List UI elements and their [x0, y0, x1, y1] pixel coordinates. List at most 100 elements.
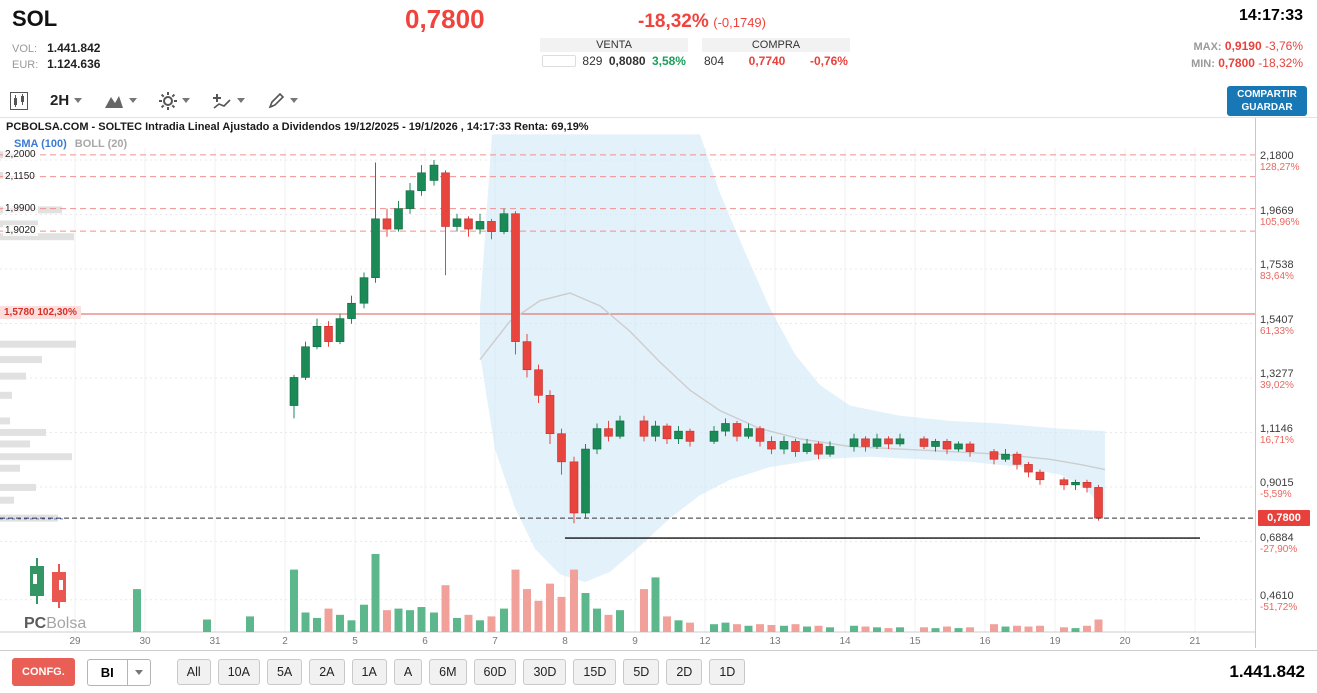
eur-row: EUR: 1.124.636: [12, 57, 100, 71]
svg-text:7: 7: [492, 636, 498, 647]
pcbolsa-logo-text: PCBolsa: [24, 615, 86, 633]
quote-time: 14:17:33: [1238, 7, 1303, 24]
price-axis-label: 0,9015 -5,59%: [1260, 477, 1294, 501]
chart-style-button[interactable]: [10, 91, 28, 110]
compra-count: 804: [704, 54, 725, 68]
svg-text:5: 5: [352, 636, 358, 647]
chevron-down-icon: [237, 98, 246, 103]
max-label: MAX:: [1193, 41, 1222, 53]
chart-area: 29 30 31 2 5 6 7 8 9 12 13 14 15 16 19 20 21 PCBOLSA.COM…: [0, 118, 1317, 650]
timeframe-selector[interactable]: 2H: [50, 92, 83, 109]
venta-count: 829: [582, 54, 603, 68]
min-label: MIN:: [1191, 58, 1215, 70]
volume-row: VOL: 1.441.842: [12, 41, 100, 55]
settings-button[interactable]: [159, 91, 191, 110]
svg-text:31: 31: [209, 636, 221, 647]
share-save-button[interactable]: COMPARTIR GUARDAR: [1227, 86, 1307, 116]
svg-text:29: 29: [69, 636, 81, 647]
price-chart[interactable]: 29 30 31 2 5 6 7 8 9 12 13 14 15 16 19 20 21: [0, 118, 1255, 648]
eur-value: 1.124.636: [47, 57, 101, 71]
chart-toolbar: 2H COMPARTIR GUARDAR: [0, 84, 1317, 118]
price-axis-label: 0,4610 -51,72%: [1260, 589, 1298, 613]
ticker-symbol: SOL: [12, 6, 58, 31]
range-button-1a[interactable]: 1A: [351, 659, 387, 685]
add-indicator-icon: [212, 92, 232, 110]
chevron-down-icon: [290, 98, 299, 103]
eur-label: EUR:: [12, 59, 39, 71]
svg-text:13: 13: [769, 636, 781, 647]
pcbolsa-watermark: PCBolsa: [24, 556, 86, 633]
price-axis-label: 1,1146 16,71%: [1260, 422, 1294, 446]
max-row: MAX: 0,9190 -3,76%: [1191, 38, 1303, 55]
spread-box: [542, 55, 576, 67]
bottom-toolbar: CONFG. BI All 10A 5A 2A 1A A 6M 60D 30D 15D 5D 2D 1D…: [0, 650, 1317, 693]
current-price-badge: 0,7800: [1258, 510, 1310, 527]
header: SOL VOL: 1.441.842 EUR: 1.124.636 0,7800…: [0, 0, 1317, 84]
svg-text:20: 20: [1119, 636, 1131, 647]
index-selector-caret[interactable]: [127, 658, 151, 686]
price-axis-label: 2,1800 128,27%: [1260, 150, 1300, 174]
range-button-all[interactable]: All: [176, 659, 211, 685]
chevron-down-icon: [182, 98, 191, 103]
range-button-a[interactable]: A: [393, 659, 423, 685]
range-button-1d[interactable]: 1D: [709, 659, 746, 685]
min-percent: -18,32%: [1258, 56, 1303, 70]
change-percent: -18,32%: [638, 11, 709, 32]
range-button-5d[interactable]: 5D: [623, 659, 660, 685]
min-row: MIN: 0,7800 -18,32%: [1191, 55, 1303, 72]
mountain-chart-icon: [104, 93, 124, 109]
max-min-block: MAX: 0,9190 -3,76% MIN: 0,7800 -18,32%: [1191, 38, 1303, 72]
order-book: VENTA 829 0,8080 3,58% COMPRA 804 0,7740…: [540, 38, 850, 68]
venta-header: VENTA: [540, 38, 688, 52]
range-button-5a[interactable]: 5A: [266, 659, 303, 685]
config-button[interactable]: CONFG.: [12, 658, 75, 686]
indicators-button[interactable]: [212, 92, 246, 110]
max-value: 0,9190: [1224, 39, 1262, 53]
draw-button[interactable]: [267, 92, 299, 110]
area-chart-button[interactable]: [104, 93, 138, 109]
range-button-2a[interactable]: 2A: [309, 659, 345, 685]
logo-bolsa: Bolsa: [46, 615, 87, 632]
svg-text:21: 21: [1189, 636, 1201, 647]
change-absolute: (-0,1749): [713, 15, 766, 30]
max-percent: -3,76%: [1264, 39, 1303, 53]
svg-text:16: 16: [979, 636, 991, 647]
pencil-icon: [267, 92, 285, 110]
index-selector: BI: [86, 658, 151, 686]
share-label: COMPARTIR: [1237, 89, 1297, 100]
svg-text:2: 2: [282, 636, 288, 647]
range-button-15d[interactable]: 15D: [573, 659, 617, 685]
bid-column: VENTA 829 0,8080 3,58%: [540, 38, 688, 68]
range-button-6m[interactable]: 6M: [429, 659, 467, 685]
total-volume: 1.441.842: [1229, 662, 1305, 681]
timeframe-label: 2H: [50, 92, 70, 109]
chart-title: PCBOLSA.COM - SOLTEC Intradia Lineal Aju…: [6, 121, 589, 133]
svg-text:6: 6: [422, 636, 428, 647]
last-price: 0,7800: [405, 4, 485, 34]
min-value: 0,7800: [1218, 56, 1255, 70]
chart-legend: SMA (100) BOLL (20): [14, 138, 127, 150]
range-buttons: All 10A 5A 2A 1A A 6M 60D 30D 15D 5D 2D 1D: [176, 659, 746, 685]
venta-price: 0,8080: [608, 54, 646, 68]
price-axis-label: 0,6884 -27,90%: [1260, 531, 1298, 555]
svg-text:30: 30: [139, 636, 151, 647]
range-button-10a[interactable]: 10A: [217, 659, 260, 685]
compra-percent: -0,76%: [809, 54, 848, 68]
price-axis-label: 1,9669 105,96%: [1260, 204, 1300, 228]
range-button-30d[interactable]: 30D: [523, 659, 567, 685]
chevron-down-icon: [74, 98, 83, 103]
svg-text:14: 14: [839, 636, 851, 647]
index-selector-value[interactable]: BI: [86, 658, 128, 686]
range-button-60d[interactable]: 60D: [473, 659, 517, 685]
vol-value: 1.441.842: [47, 41, 101, 55]
compra-header: COMPRA: [702, 38, 850, 52]
venta-percent: 3,58%: [651, 54, 686, 68]
gear-icon: [159, 91, 178, 110]
svg-text:8: 8: [562, 636, 568, 647]
sma-legend: SMA (100): [14, 138, 67, 150]
price-axis-label: 1,5407 61,33%: [1260, 313, 1294, 337]
range-button-2d[interactable]: 2D: [666, 659, 703, 685]
logo-pc: PC: [24, 615, 47, 632]
vol-label: VOL:: [12, 43, 38, 55]
